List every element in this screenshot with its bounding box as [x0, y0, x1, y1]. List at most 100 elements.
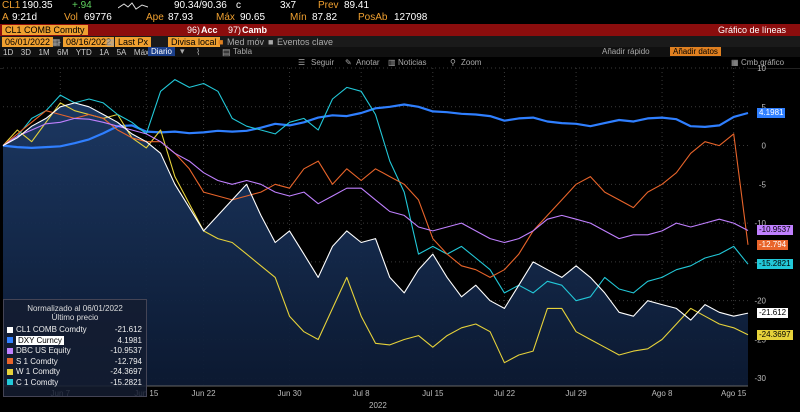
moving-avg-label: Med móv	[227, 37, 265, 47]
annotate-button[interactable]: Anotar	[356, 58, 380, 67]
period-1m[interactable]: 1M	[38, 48, 50, 57]
currency-select[interactable]: Divisa local	[168, 37, 220, 47]
annotate-icon[interactable]: ✎	[345, 58, 352, 67]
zoom-button[interactable]: Zoom	[461, 58, 482, 67]
legend-swatch	[7, 337, 13, 344]
y-tick-label: -20	[754, 297, 766, 306]
change-number: 97)	[228, 25, 242, 35]
legend-label: DBC US Equity	[16, 346, 71, 355]
vol-value: 69776	[84, 12, 112, 23]
calendar-icon[interactable]: ▦	[106, 37, 115, 47]
bid-ask: 90.34/90.36	[174, 0, 227, 11]
bid-ask-suffix: c	[236, 0, 241, 11]
prev-value: 89.41	[344, 0, 370, 11]
last-value-tag: -24.3697	[757, 329, 793, 340]
start-date-input[interactable]: 06/01/2022	[2, 37, 54, 47]
time-prefix: A	[2, 12, 9, 23]
legend-item[interactable]: W 1 Comdty	[7, 367, 60, 376]
series-line-cl1-comb-comdty[interactable]	[2, 102, 749, 321]
primary-series-area	[3, 102, 748, 387]
legend-swatch	[7, 326, 13, 333]
legend-item[interactable]: DBC US Equity	[7, 346, 71, 355]
legend-label: W 1 Comdty	[16, 367, 61, 376]
actions-menu[interactable]: Acc	[201, 25, 218, 35]
period-ytd[interactable]: YTD	[75, 48, 92, 57]
settings-bar	[0, 36, 800, 47]
calendar-icon[interactable]: ▦	[52, 37, 61, 47]
series-line-dxy-curncy[interactable]	[2, 103, 749, 149]
frequency-select[interactable]: Diario	[148, 47, 175, 56]
legend-value: -12.794	[114, 356, 142, 366]
last-value-tag: 4.1981	[757, 107, 786, 118]
legend-item[interactable]: DXY Curncy	[7, 335, 64, 345]
y-tick-label: 5	[762, 103, 767, 112]
x-axis-year: 2022	[369, 401, 387, 410]
security-field[interactable]: CL1 COMB Comdty	[2, 25, 88, 35]
y-tick-label: 10	[757, 64, 766, 73]
high-value: 90.65	[240, 12, 266, 23]
follow-button[interactable]: Seguir	[311, 58, 335, 67]
series-line-dbc-us-equity[interactable]	[2, 117, 749, 244]
legend-swatch	[7, 368, 13, 375]
legend-item[interactable]: S 1 Comdty	[7, 357, 58, 366]
change-menu[interactable]: Camb	[242, 25, 268, 35]
legend-item[interactable]: CL1 COMB Comdty	[7, 325, 87, 334]
zoom-icon[interactable]: ⚲	[450, 58, 456, 67]
series-line-c-1-comdty[interactable]	[2, 79, 749, 302]
y-tick-label: -5	[759, 180, 767, 189]
period-3d[interactable]: 3D	[20, 48, 31, 57]
quote-bar	[0, 0, 800, 12]
legend-label: CL1 COMB Comdty	[16, 325, 87, 334]
x-tick-label: Ago 8	[652, 389, 673, 398]
legend-label: S 1 Comdty	[16, 356, 58, 366]
chart-title: Gráfico de líneas	[718, 25, 787, 35]
open-label: Ape	[146, 12, 164, 23]
moving-avg-checkbox-icon[interactable]: ■	[218, 37, 224, 47]
oi-value: 127098	[394, 12, 428, 23]
chart-settings-icon[interactable]: ▦	[731, 58, 739, 67]
quote-size: 3x7	[280, 0, 297, 11]
period-1a[interactable]: 1A	[99, 48, 110, 57]
table-icon[interactable]: ▤	[222, 47, 231, 57]
add-data-button[interactable]: Añadir datos	[670, 47, 721, 56]
y-tick-label: -10	[754, 219, 766, 228]
field-select[interactable]: Last Px	[115, 37, 152, 47]
legend-label: DXY Curncy	[16, 335, 64, 345]
quick-add-button[interactable]: Añadir rápido	[602, 47, 650, 56]
low-label: Mín	[290, 12, 307, 23]
quote-time: 9:21d	[12, 12, 38, 23]
actions-number: 96)	[187, 25, 201, 35]
oi-label: PosAb	[358, 12, 388, 23]
key-events-checkbox-icon[interactable]: ■	[268, 37, 274, 47]
period-buttons: 1D 3D 1M 6M YTD 1A 5A Máx	[3, 47, 149, 57]
end-date-input[interactable]: 08/16/2022	[63, 37, 115, 47]
y-tick-label: 0	[762, 142, 767, 151]
last-value-tag: -15.2821	[757, 259, 793, 270]
period-max[interactable]: Máx	[133, 48, 150, 57]
period-5a[interactable]: 5A	[116, 48, 127, 57]
low-value: 87.82	[312, 12, 338, 23]
frequency-dropdown-icon[interactable]: ▾	[180, 46, 185, 56]
last-price: 190.35	[22, 0, 53, 11]
ticker[interactable]: CL1	[2, 0, 21, 11]
follow-icon[interactable]: ☰	[298, 58, 306, 67]
price-change: +.94	[72, 0, 92, 11]
series-line-s-1-comdty[interactable]	[2, 110, 749, 278]
table-button[interactable]: Tabla	[233, 47, 253, 56]
legend-swatch	[7, 358, 13, 365]
legend-value: -21.612	[114, 325, 142, 334]
legend-item[interactable]: C 1 Comdty	[7, 378, 58, 387]
line-style-icon[interactable]: ⌇	[196, 47, 201, 57]
chart-config-button[interactable]: Cmb gráfico	[741, 58, 785, 67]
chart-legend[interactable]: Normalizado al 06/01/2022 Último precio …	[3, 299, 147, 397]
period-toolbar	[0, 47, 800, 58]
x-tick-label: Jun 22	[192, 389, 217, 398]
news-button[interactable]: Noticias	[398, 58, 427, 67]
period-1d[interactable]: 1D	[3, 48, 14, 57]
news-icon[interactable]: ▥	[388, 58, 396, 67]
last-value-tag: -12.794	[757, 239, 789, 250]
legend-value: 4.1981	[117, 335, 142, 345]
title-bar	[0, 24, 800, 36]
x-tick-label: Jun 30	[278, 389, 303, 398]
period-6m[interactable]: 6M	[57, 48, 69, 57]
